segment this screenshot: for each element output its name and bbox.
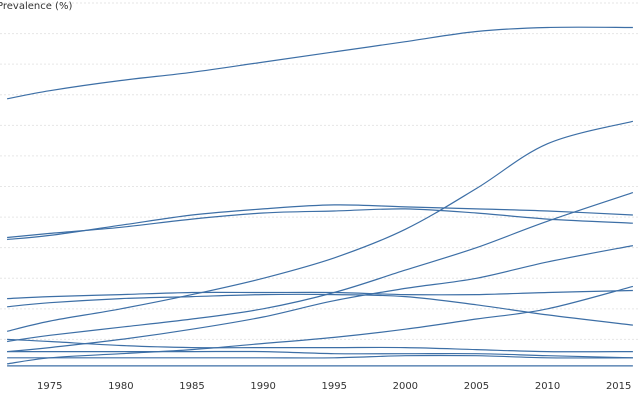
series-line-10 [7, 338, 633, 353]
y-axis-label: Prevalence (%) [0, 1, 72, 12]
series-line-3 [7, 204, 633, 241]
series-line-9 [7, 285, 634, 365]
gridlines [0, 2, 640, 340]
x-tick-label-1990: 1990 [250, 381, 275, 392]
series-line-12 [7, 354, 633, 359]
series-line-11 [7, 350, 633, 359]
series-line-2 [6, 120, 634, 332]
series-line-6 [7, 289, 633, 300]
series-line-4 [7, 208, 633, 239]
x-tick-label-1975: 1975 [37, 381, 62, 392]
x-tick-label-2000: 2000 [393, 381, 418, 392]
x-tick-label-2005: 2005 [464, 381, 489, 392]
series-line-1 [6, 26, 633, 100]
series-line-5 [7, 192, 634, 343]
x-tick-label-1985: 1985 [179, 381, 204, 392]
x-tick-label-1980: 1980 [108, 381, 133, 392]
series-lines [6, 26, 634, 367]
x-tick-label-2010: 2010 [535, 381, 560, 392]
x-tick-label-2015: 2015 [606, 381, 631, 392]
series-line-8 [7, 245, 634, 353]
series-line-7 [7, 293, 633, 326]
x-tick-label-1995: 1995 [321, 381, 346, 392]
x-axis-ticks: 1975 1980 1985 1990 1995 2000 2005 2010 2015 [37, 381, 631, 392]
